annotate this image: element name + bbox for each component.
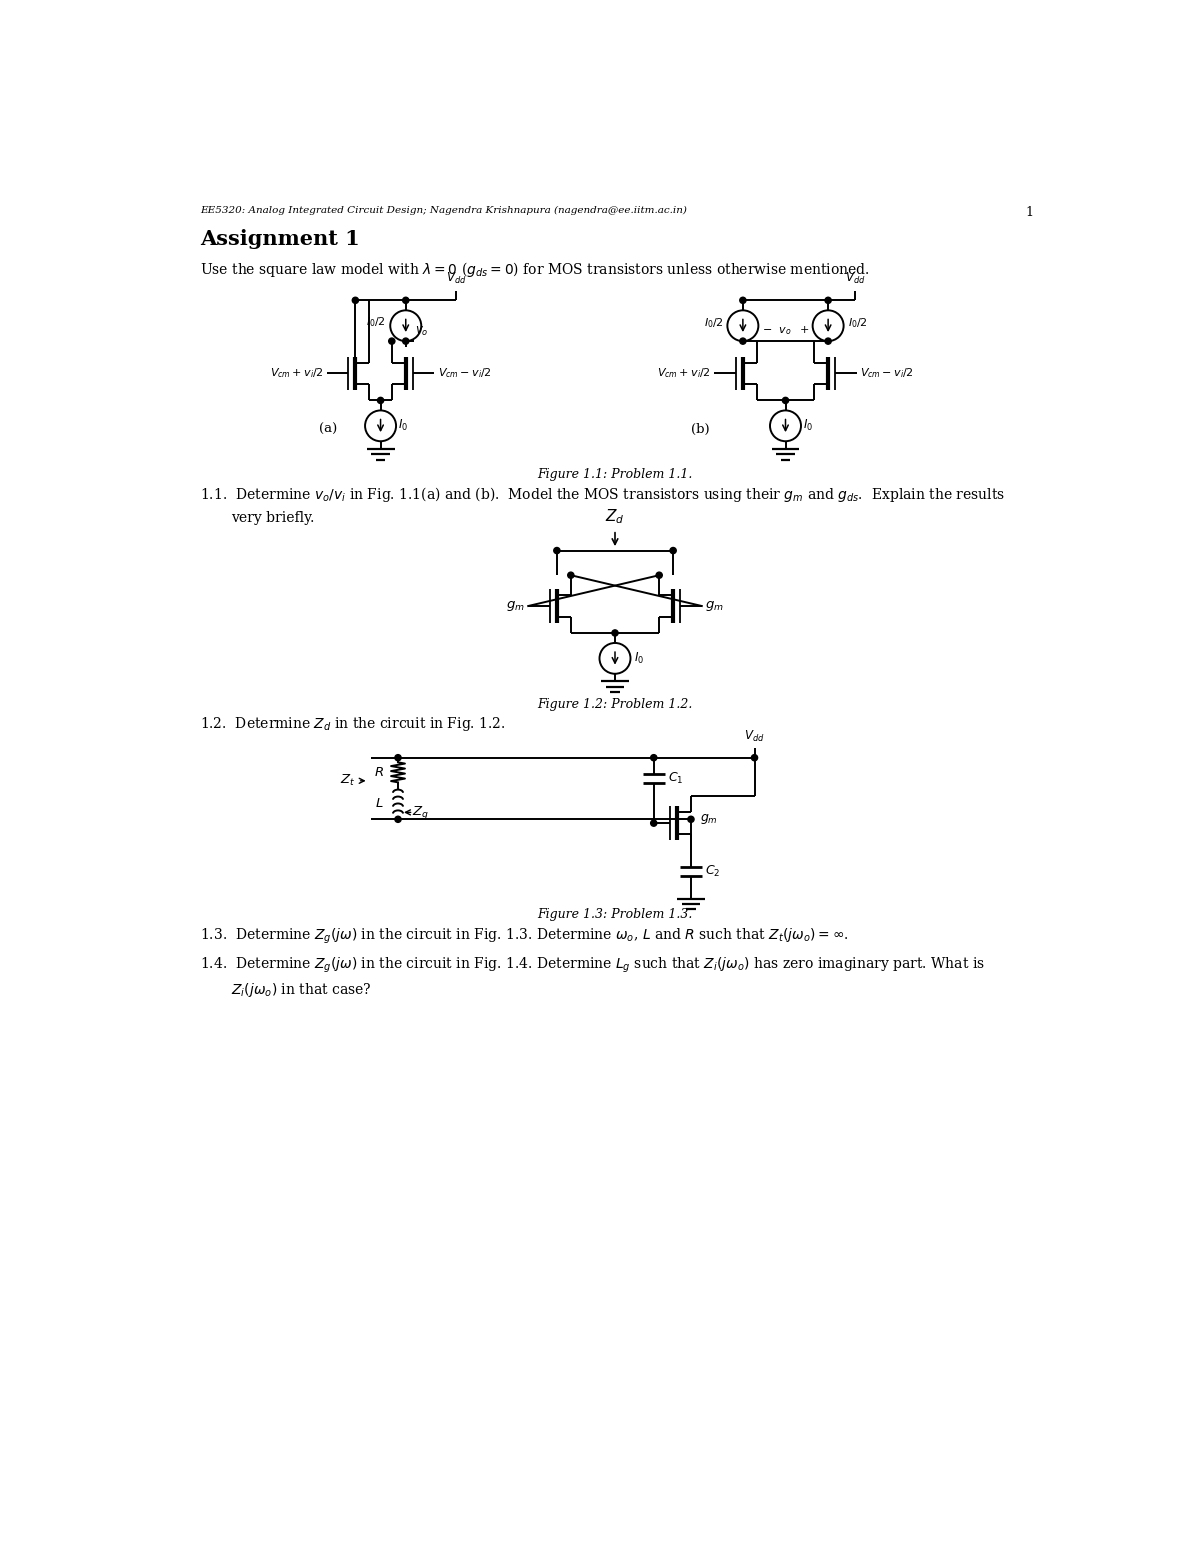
Text: $C_1$: $C_1$ <box>667 772 683 786</box>
Text: $V_{cm}+v_i/2$: $V_{cm}+v_i/2$ <box>658 367 712 380</box>
Circle shape <box>612 631 618 637</box>
Circle shape <box>650 755 656 761</box>
Text: Assignment 1: Assignment 1 <box>200 228 360 248</box>
Circle shape <box>739 339 746 345</box>
Circle shape <box>553 548 560 554</box>
Text: $-\ \ v_o\ \ +$: $-\ \ v_o\ \ +$ <box>762 325 809 337</box>
Text: $V_{dd}$: $V_{dd}$ <box>845 272 865 286</box>
Text: Figure 1.2: Problem 1.2.: Figure 1.2: Problem 1.2. <box>538 699 692 711</box>
Circle shape <box>656 572 662 578</box>
Text: $C_2$: $C_2$ <box>704 863 720 879</box>
Circle shape <box>389 339 395 345</box>
Circle shape <box>739 297 746 303</box>
Circle shape <box>403 339 409 345</box>
Text: Figure 1.1: Problem 1.1.: Figure 1.1: Problem 1.1. <box>538 467 692 481</box>
Text: $I_0/2$: $I_0/2$ <box>703 315 724 329</box>
Circle shape <box>395 817 401 823</box>
Text: $Z_i(j\omega_o)$ in that case?: $Z_i(j\omega_o)$ in that case? <box>232 981 372 999</box>
Circle shape <box>670 548 677 554</box>
Circle shape <box>688 817 694 823</box>
Circle shape <box>403 297 409 303</box>
Text: $I_0$: $I_0$ <box>634 651 643 666</box>
Text: 1.2.  Determine $Z_d$ in the circuit in Fig. 1.2.: 1.2. Determine $Z_d$ in the circuit in F… <box>200 716 506 733</box>
Text: 1: 1 <box>1026 205 1033 219</box>
Text: $g_m$: $g_m$ <box>701 812 718 826</box>
Text: $I_0$: $I_0$ <box>398 418 408 433</box>
Text: 1.1.  Determine $v_o/v_i$ in Fig. 1.1(a) and (b).  Model the MOS transistors usi: 1.1. Determine $v_o/v_i$ in Fig. 1.1(a) … <box>200 485 1006 505</box>
Text: $I_0$: $I_0$ <box>803 418 814 433</box>
Text: Use the square law model with $\lambda = 0$ ($g_{ds} = 0$) for MOS transistors u: Use the square law model with $\lambda =… <box>200 259 870 278</box>
Circle shape <box>782 398 788 404</box>
Text: $v_o$: $v_o$ <box>415 325 428 339</box>
Text: $I_0/2$: $I_0/2$ <box>847 315 868 329</box>
Text: $V_{cm}+v_i/2$: $V_{cm}+v_i/2$ <box>270 367 324 380</box>
Text: Figure 1.3: Problem 1.3.: Figure 1.3: Problem 1.3. <box>538 909 692 921</box>
Circle shape <box>826 297 832 303</box>
Text: $Z_d$: $Z_d$ <box>605 508 625 526</box>
Text: $V_{dd}$: $V_{dd}$ <box>744 728 764 744</box>
Text: very briefly.: very briefly. <box>232 511 314 525</box>
Circle shape <box>378 398 384 404</box>
Text: $Z_t$: $Z_t$ <box>340 773 355 789</box>
Text: $V_{dd}$: $V_{dd}$ <box>446 272 467 286</box>
Circle shape <box>568 572 574 578</box>
Text: 1.3.  Determine $Z_g(j\omega)$ in the circuit in Fig. 1.3. Determine $\omega_o$,: 1.3. Determine $Z_g(j\omega)$ in the cir… <box>200 927 848 946</box>
Text: $g_m$: $g_m$ <box>506 599 526 613</box>
Text: (a): (a) <box>319 422 337 436</box>
Text: $V_{cm}-v_i/2$: $V_{cm}-v_i/2$ <box>438 367 491 380</box>
Circle shape <box>650 820 656 826</box>
Text: $Z_g$: $Z_g$ <box>412 804 428 822</box>
Text: (b): (b) <box>691 422 709 436</box>
Text: $g_m$: $g_m$ <box>704 599 724 613</box>
Text: $R$: $R$ <box>374 766 384 780</box>
Circle shape <box>395 755 401 761</box>
Text: $I_0/2$: $I_0/2$ <box>366 315 386 329</box>
Text: EE5320: Analog Integrated Circuit Design; Nagendra Krishnapura (nagendra@ee.iitm: EE5320: Analog Integrated Circuit Design… <box>200 205 688 214</box>
Text: $V_{cm}-v_i/2$: $V_{cm}-v_i/2$ <box>860 367 913 380</box>
Circle shape <box>353 297 359 303</box>
Circle shape <box>751 755 757 761</box>
Text: $L$: $L$ <box>376 797 384 809</box>
Text: 1.4.  Determine $Z_g(j\omega)$ in the circuit in Fig. 1.4. Determine $L_g$ such : 1.4. Determine $Z_g(j\omega)$ in the cir… <box>200 955 985 975</box>
Circle shape <box>826 339 832 345</box>
